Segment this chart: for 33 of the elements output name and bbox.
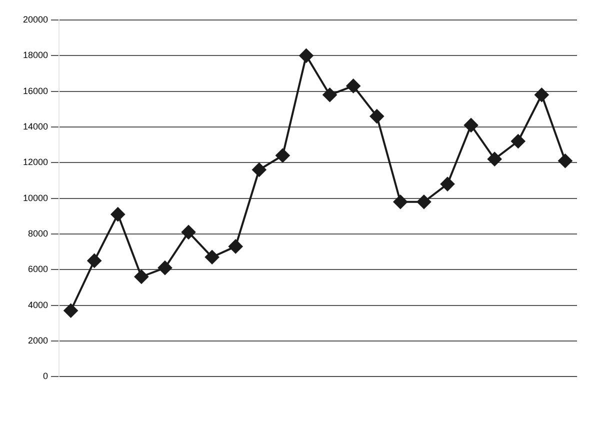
y-tick-label: 0 [43,371,48,382]
y-tick-label: 20000 [22,14,48,24]
point [276,148,290,163]
y-tick-label: 14000 [22,121,48,132]
y-tick-label: 4000 [28,300,48,310]
point [228,239,243,254]
y-tick-label: 2000 [28,335,48,346]
y-tick-label: 18000 [22,50,48,60]
y-tick-label: 16000 [22,86,48,96]
point [252,162,266,177]
point [322,88,337,102]
point [299,48,314,63]
y-tick-label: 10000 [22,192,48,203]
point [534,88,549,102]
point [346,78,360,93]
point [416,194,431,209]
point [440,177,455,192]
y-tick-label: 12000 [22,157,48,168]
point [205,250,220,264]
point [182,225,196,240]
point [87,254,102,268]
point [64,304,78,318]
point [110,207,125,222]
point [370,109,384,124]
y-tick-label: 6000 [28,264,48,274]
point [158,260,172,275]
point [558,154,572,168]
point [464,118,478,132]
point [393,194,408,209]
y-tick-label: 8000 [28,228,48,238]
point [488,152,502,166]
point [511,134,526,148]
point [134,270,148,284]
